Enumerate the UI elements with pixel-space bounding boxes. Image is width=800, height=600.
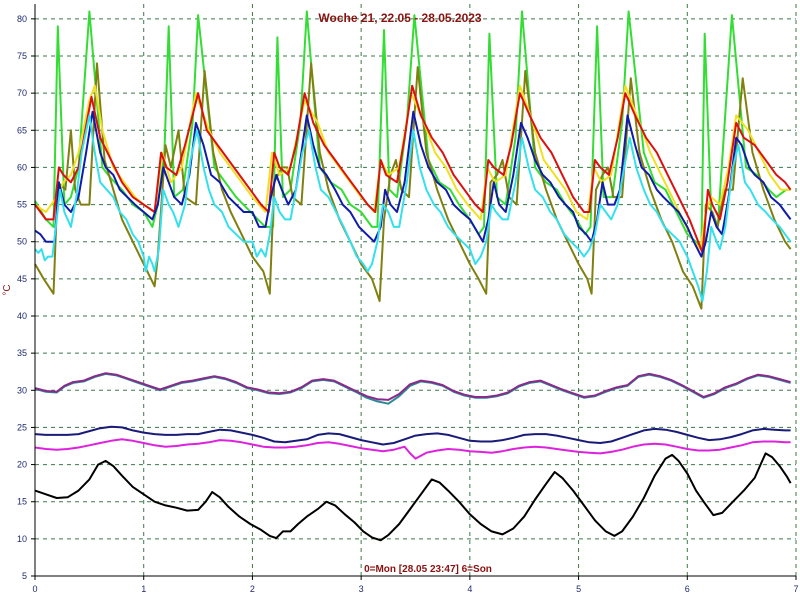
x-tick-label: 6 bbox=[685, 584, 690, 594]
series-line-olive bbox=[34, 62, 792, 310]
series-line-teal_upper bbox=[34, 372, 791, 405]
y-tick-label: 65 bbox=[17, 125, 27, 135]
y-tick-label: 30 bbox=[17, 385, 27, 395]
series-line-black bbox=[34, 452, 792, 542]
y-tick-label: 60 bbox=[17, 162, 27, 172]
x-tick-label: 5 bbox=[576, 584, 581, 594]
series-line-navy bbox=[34, 110, 792, 258]
y-tick-label: 55 bbox=[17, 200, 27, 210]
series-line-purple_upper bbox=[34, 372, 791, 401]
y-tick-label: 15 bbox=[17, 497, 27, 507]
series-line-cyan bbox=[34, 114, 792, 303]
y-tick-label: 75 bbox=[17, 51, 27, 61]
x-tick-label: 7 bbox=[793, 584, 798, 594]
y-axis-label: °C bbox=[2, 284, 13, 295]
x-tick-label: 1 bbox=[141, 584, 146, 594]
y-tick-label: 20 bbox=[17, 460, 27, 470]
y-tick-labels: 5 10 15 20 25 30 35 40 45 50 55 60 65 70 75 80 bbox=[17, 14, 35, 581]
x-tick-labels: 0 1 2 3 4 5 6 7 bbox=[32, 576, 799, 594]
series-line-navy_mid bbox=[34, 425, 791, 446]
y-tick-label: 50 bbox=[17, 237, 27, 247]
x-tick-label: 0 bbox=[32, 584, 37, 594]
x-tick-label: 4 bbox=[467, 584, 472, 594]
y-tick-label: 25 bbox=[17, 422, 27, 432]
series-line-magenta bbox=[34, 438, 791, 460]
y-tick-label: 40 bbox=[17, 311, 27, 321]
y-tick-label: 80 bbox=[17, 14, 27, 24]
y-tick-label: 70 bbox=[17, 88, 27, 98]
axes bbox=[34, 4, 796, 577]
chart-title: Woche 21, 22.05 - 28.05.2023 bbox=[318, 11, 482, 25]
y-tick-label: 5 bbox=[22, 571, 27, 581]
x-tick-label: 3 bbox=[359, 584, 364, 594]
series-lines bbox=[34, 10, 792, 542]
series-line-red bbox=[34, 84, 792, 254]
y-tick-label: 35 bbox=[17, 348, 27, 358]
grid bbox=[35, 4, 797, 577]
x-tick-label: 2 bbox=[250, 584, 255, 594]
y-tick-label: 10 bbox=[17, 534, 27, 544]
y-tick-label: 45 bbox=[17, 274, 27, 284]
chart-footer: 0=Mon [28.05 23:47] 6=Son bbox=[364, 564, 492, 575]
